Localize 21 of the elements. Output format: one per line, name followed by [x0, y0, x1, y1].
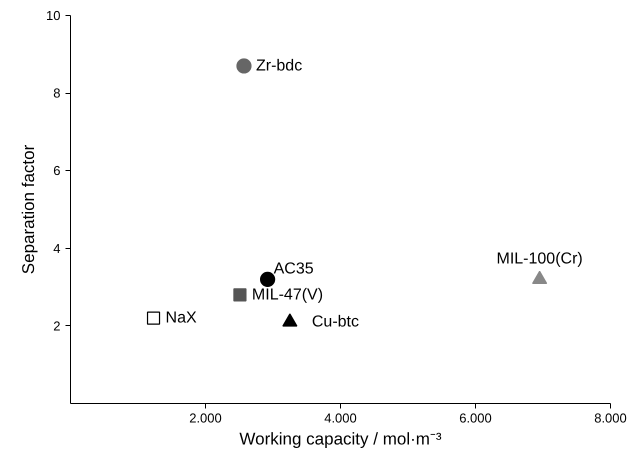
- series-label: MIL-100(Cr): [496, 250, 583, 268]
- x-tick-label: 4.000: [324, 410, 357, 426]
- y-tick-label: 8: [53, 86, 61, 101]
- series-label: AC35: [274, 260, 314, 278]
- x-axis-title: Working capacity / mol·m⁻³: [239, 430, 442, 448]
- y-tick-label: 2: [53, 318, 61, 334]
- point: [260, 272, 276, 287]
- series-label: MIL-47(V): [252, 286, 324, 304]
- series-label: Zr-bdc: [256, 57, 302, 74]
- point: [146, 312, 160, 325]
- y-tick-label: 10: [46, 8, 61, 23]
- y-axis-title: Separation factor: [19, 144, 38, 274]
- y-tick-label: 4: [53, 240, 61, 256]
- x-tick-label: 6.000: [459, 410, 492, 426]
- series-label: Cu-btc: [312, 314, 359, 331]
- series-label: NaX: [166, 310, 197, 327]
- x-tick-label: 2.000: [189, 410, 222, 426]
- point: [233, 288, 247, 302]
- x-tick-label: 8.000: [594, 410, 627, 426]
- point: [236, 58, 252, 74]
- y-tick-label: 6: [53, 163, 61, 178]
